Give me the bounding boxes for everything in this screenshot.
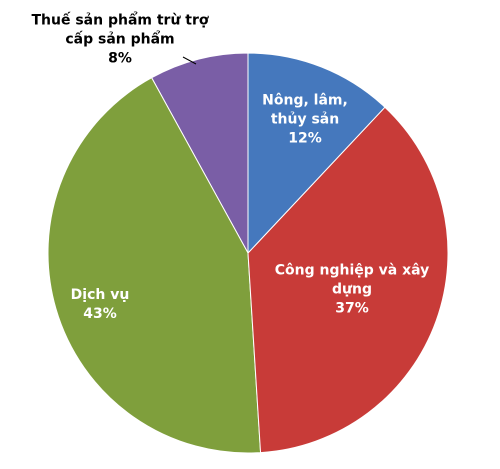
value-label: 8% [108,50,132,67]
value-label: 43% [83,306,117,322]
value-label: 12% [288,130,322,147]
slice-label: Thuế sản phẩm trừ trợ cấp sản phẩm 8% [30,12,210,69]
category-label: Nông, lâm, thủy sản [262,92,348,128]
slice-label: Nông, lâm, thủy sản 12% [250,92,360,149]
leader-line [182,56,197,65]
slice-label: Công nghiệp và xây dựng 37% [272,262,432,319]
pie-slice [150,52,249,254]
slice-label: Dịch vụ 43% [50,286,150,324]
category-label: Dịch vụ [70,287,130,303]
value-label: 37% [335,300,369,317]
pie-slice [47,77,262,454]
category-label: Thuế sản phẩm trừ trợ cấp sản phẩm [31,12,209,48]
pie-slice [247,52,386,255]
pie-slice [247,106,449,454]
category-label: Công nghiệp và xây dựng [274,262,430,298]
